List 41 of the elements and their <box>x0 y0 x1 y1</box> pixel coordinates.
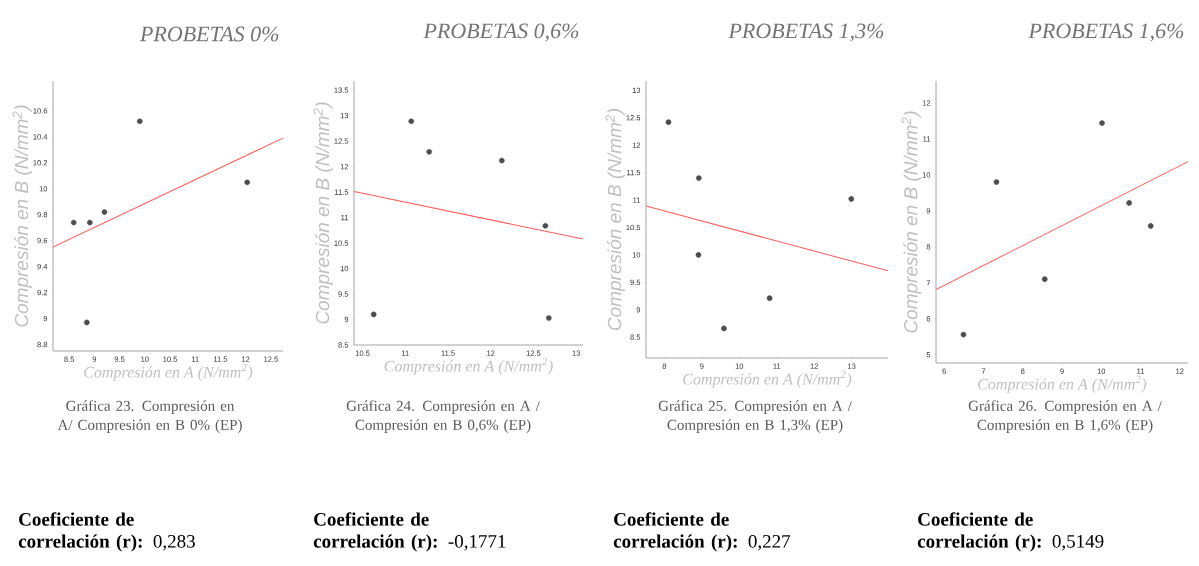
chart-title: PROBETAS 1,6% <box>1028 23 1184 42</box>
y-axis-title: Compresión en B (N/mm$^{2}$) <box>605 109 626 331</box>
point <box>1126 200 1132 206</box>
point <box>542 222 549 229</box>
point <box>1099 120 1105 126</box>
point <box>696 175 702 181</box>
point <box>87 219 93 226</box>
text: Gráfica 23. Compresión en A/ Compresión en B 0% (EP) <box>57 400 242 433</box>
point <box>546 315 552 321</box>
text: Gráfica 24. Compresión en A / Compresión en B 0,6% (EP) <box>346 400 540 433</box>
point <box>370 311 377 318</box>
chart-title: PROBETAS 0,6% <box>423 23 579 42</box>
y-axis-title: Compresión en B (N/mm$^{2}$) <box>313 102 333 324</box>
point <box>70 219 77 226</box>
chart-title: PROBETAS 0% <box>139 26 279 42</box>
text: Gráfica 26. Compresión en A / Compresión en B 1,6% (EP) <box>968 400 1162 433</box>
point <box>136 118 143 125</box>
text: Coeficiente de correlación (r): 0,227 <box>613 512 791 552</box>
point <box>101 209 108 215</box>
point <box>665 119 672 125</box>
text: Coeficiente de correlación (r): -0,1771 <box>313 512 506 552</box>
point <box>426 149 432 155</box>
chart-title: PROBETAS 1,3% <box>728 23 884 42</box>
point <box>1041 276 1048 282</box>
text: Coeficiente de correlación (r): 0,283 <box>18 512 195 552</box>
point <box>848 196 855 202</box>
point <box>84 319 90 326</box>
y-axis-title: Compresión en B (N/mm$^{2}$) <box>12 105 32 327</box>
point <box>244 179 250 186</box>
point <box>960 331 967 338</box>
point <box>1147 223 1154 229</box>
point <box>408 118 415 125</box>
text: Gráfica 25. Compresión en A / Compresión en B 1,3% (EP) <box>658 400 852 433</box>
point <box>766 295 773 302</box>
point <box>499 157 505 164</box>
point <box>695 252 702 258</box>
point <box>993 179 1000 185</box>
x-axis-title: Compresión en A (N/mm$^{2}$) <box>384 357 553 375</box>
text: Coeficiente de correlación (r): 0,5149 <box>917 512 1104 552</box>
point <box>721 325 727 332</box>
y-axis-title: Compresión en B (N/mm$^{2}$) <box>901 111 922 333</box>
